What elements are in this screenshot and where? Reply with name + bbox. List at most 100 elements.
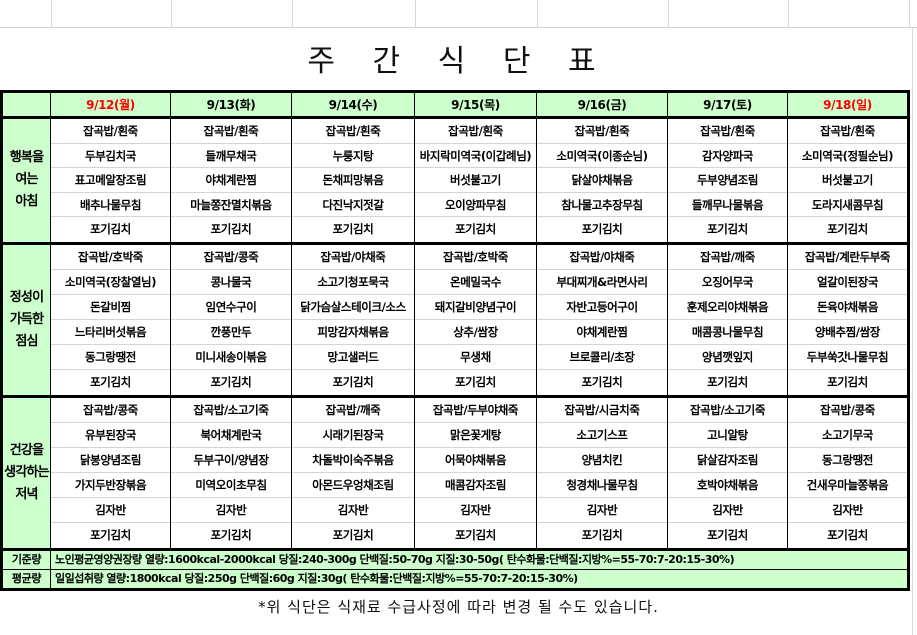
- gridline: [788, 0, 789, 27]
- meal-label-line: 아침: [15, 194, 38, 210]
- menu-item: 잡곡밥/야채죽: [537, 245, 667, 270]
- menu-item: 고니알탕: [668, 423, 787, 448]
- menu-item: 잡곡밥/흰죽: [415, 119, 536, 144]
- menu-item: 누룽지탕: [292, 144, 414, 168]
- date-header: 9/14(수): [291, 91, 415, 119]
- menu-item: 상추/쌈장: [415, 320, 536, 345]
- menu-item: 두부쑥갓나물무침: [788, 345, 907, 370]
- day-menu-cell: 잡곡밥/깨죽 시래기된장국 차돌박이숙주볶음 아몬드우엉채조림 김자반 포기김치: [291, 395, 415, 551]
- menu-item: 돼지갈비양념구이: [415, 295, 536, 320]
- menu-item: 포기김치: [210, 374, 252, 389]
- menu-item: 온메밀국수: [415, 270, 536, 295]
- menu-item: 자반고등어구이: [537, 295, 667, 320]
- menu-item: 북어채계란국: [171, 423, 291, 448]
- meal-label: 건강을 생각하는 저녁: [1, 395, 51, 551]
- menu-item: 잡곡밥/시금치죽: [537, 398, 667, 423]
- meal-row-lunch: 정성이 가득한 점심 잡곡밥/호박죽 소미역국(장찰열님) 돈갈비찜 느타리버섯볶음 동그랑땡…: [1, 242, 909, 398]
- menu-item: 호박야채볶음: [668, 473, 787, 498]
- menu-item: 유부된장국: [51, 423, 170, 448]
- menu-item: 훈제오리야채볶음: [668, 295, 787, 320]
- menu-item: 들깨무채국: [171, 144, 291, 168]
- meal-label-line: 행복을: [9, 150, 44, 166]
- menu-item: 김자반: [668, 498, 787, 523]
- menu-item: 미니새송이볶음: [171, 345, 291, 370]
- menu-item: 미역오이초무침: [171, 473, 291, 498]
- date-header: 9/18(일): [787, 91, 909, 119]
- menu-item: 포기김치: [455, 374, 496, 389]
- menu-item: 포기김치: [90, 222, 131, 236]
- menu-item: 다진낙지젓갈: [292, 193, 414, 217]
- menu-item: 김자반: [537, 498, 667, 523]
- spreadsheet-header-row: [0, 0, 917, 28]
- day-menu-cell: 잡곡밥/계란두부죽 얼갈이된장국 돈육야채볶음 양배추찜/쌈장 두부쑥갓나물무침 포기김치: [787, 242, 909, 398]
- footer-row: 기준량 노인평균영양권장량 열량:1600kcal-2000kcal 당질:240…: [1, 548, 909, 570]
- menu-item: 오징어무국: [668, 270, 787, 295]
- menu-item: 콩나물국: [171, 270, 291, 295]
- menu-item: 바지락미역국(이갑례님): [415, 144, 536, 168]
- menu-item: 두부양념조림: [668, 168, 787, 193]
- menu-item: 가지두반장볶음: [51, 473, 170, 498]
- menu-item: 두부구이/양념장: [171, 448, 291, 473]
- day-menu-cell: 잡곡밥/호박죽 소미역국(장찰열님) 돈갈비찜 느타리버섯볶음 동그랑땡전 포기김치: [50, 242, 171, 398]
- menu-item: 얼갈이된장국: [788, 270, 907, 295]
- meal-row-breakfast: 행복을 여는 아침 잡곡밥/흰죽 두부김치국 표고메알장조림 배추나물무침 포기김치 잡곡밥/흰…: [1, 117, 909, 245]
- menu-item: 잡곡밥/흰죽: [668, 119, 787, 144]
- menu-item: 포기김치: [581, 374, 623, 389]
- menu-item: 포기김치: [332, 222, 374, 236]
- menu-item: 잡곡밥/두부야채죽: [415, 398, 536, 423]
- menu-item: 포기김치: [707, 527, 748, 542]
- menu-item: 잡곡밥/깨죽: [668, 245, 787, 270]
- menu-item: 잡곡밥/호박죽: [51, 245, 170, 270]
- day-menu-cell: 잡곡밥/콩죽 소고기무국 동그랑땡전 건새우마늘쫑볶음 김자반 포기김치: [787, 395, 909, 551]
- menu-item: 포기김치: [581, 222, 623, 236]
- meal-label-line: 건강을: [9, 442, 44, 458]
- menu-item: 아몬드우엉채조림: [292, 473, 414, 498]
- day-menu-cell: 잡곡밥/소고기죽 고니알탕 닭살감자조림 호박야채볶음 김자반 포기김치: [667, 395, 788, 551]
- menu-item: 포기김치: [332, 374, 374, 389]
- menu-item: 잡곡밥/콩죽: [171, 245, 291, 270]
- gridline: [51, 0, 52, 27]
- menu-table-body: 9/12(월) 9/13(화) 9/14(수) 9/15(목) 9/16(금) 9/17(…: [1, 91, 909, 590]
- menu-item: 소고기청포묵국: [292, 270, 414, 295]
- menu-item: 소고기스프: [537, 423, 667, 448]
- menu-item: 도라지새콤무침: [788, 193, 907, 217]
- menu-item: 김자반: [788, 498, 907, 523]
- menu-item: 잡곡밥/계란두부죽: [788, 245, 907, 270]
- menu-item: 포기김치: [210, 527, 252, 542]
- menu-item: 닭살감자조림: [668, 448, 787, 473]
- day-menu-cell: 잡곡밥/흰죽 소미역국(이종순님) 닭살야채볶음 참나물고추장무침 포기김치: [536, 117, 668, 245]
- meal-label: 정성이 가득한 점심: [1, 242, 51, 398]
- menu-item: 돈육야채볶음: [788, 295, 907, 320]
- menu-item: 임연수구이: [171, 295, 291, 320]
- menu-item: 김자반: [171, 498, 291, 523]
- day-menu-cell: 잡곡밥/야채죽 소고기청포묵국 닭가슴살스테이크/소스 피망감자채볶음 망고샐러드 포기김…: [291, 242, 415, 398]
- menu-item: 감자양파국: [668, 144, 787, 168]
- menu-item: 돈채피망볶음: [292, 168, 414, 193]
- menu-item: 마늘쫑잔멸치볶음: [171, 193, 291, 217]
- menu-item: 동그랑땡전: [51, 345, 170, 370]
- day-menu-cell: 잡곡밥/호박죽 온메밀국수 돼지갈비양념구이 상추/쌈장 무생채 포기김치: [414, 242, 537, 398]
- menu-item: 청경채나물무침: [537, 473, 667, 498]
- gridline: [912, 27, 913, 635]
- meal-label-line: 저녁: [15, 486, 38, 502]
- menu-item: 부대찌개&라면사리: [537, 270, 667, 295]
- menu-item: 포기김치: [90, 527, 131, 542]
- menu-item: 표고메알장조림: [51, 168, 170, 193]
- day-menu-cell: 잡곡밥/흰죽 감자양파국 두부양념조림 들깨무나물볶음 포기김치: [667, 117, 788, 245]
- footer-text: 노인평균영양권장량 열량:1600kcal-2000kcal 당질:240-30…: [50, 548, 909, 570]
- date-header: 9/13(화): [170, 91, 292, 119]
- menu-item: 맑은꽃게탕: [415, 423, 536, 448]
- menu-item: 깐풍만두: [171, 320, 291, 345]
- meal-label-line: 가득한: [9, 311, 44, 327]
- gridline: [909, 0, 910, 27]
- menu-item: 돈갈비찜: [51, 295, 170, 320]
- menu-item: 어묵야채볶음: [415, 448, 536, 473]
- date-header: 9/12(월): [50, 91, 171, 119]
- menu-item: 김자반: [415, 498, 536, 523]
- weekly-menu-table: 9/12(월) 9/13(화) 9/14(수) 9/15(목) 9/16(금) 9/17(…: [0, 90, 910, 591]
- menu-item: 포기김치: [827, 527, 868, 542]
- menu-item: 오이양파무침: [415, 193, 536, 217]
- menu-item: 버섯불고기: [788, 168, 907, 193]
- gridline: [668, 0, 669, 27]
